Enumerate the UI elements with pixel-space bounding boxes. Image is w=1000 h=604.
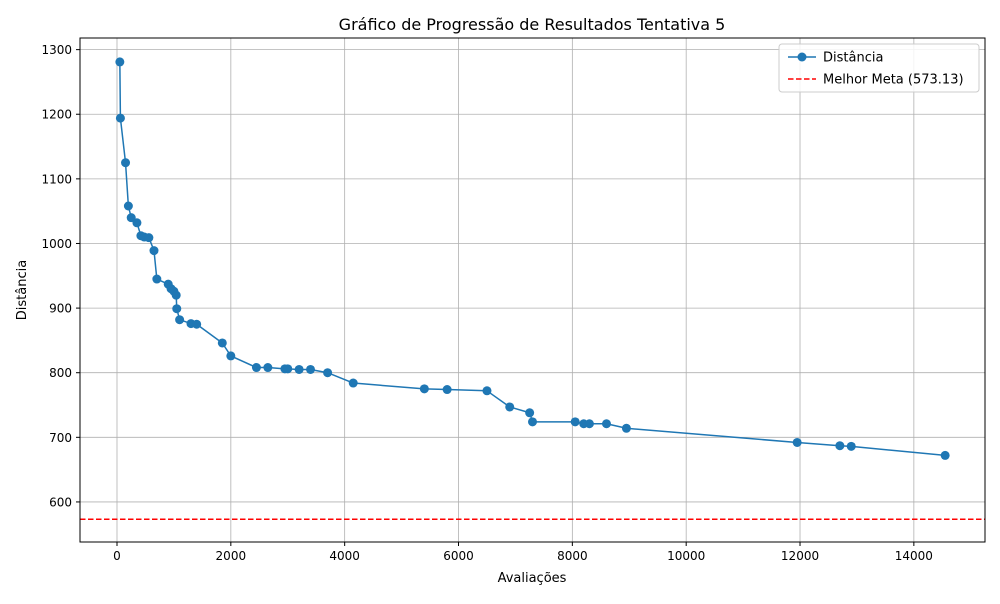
y-axis-label: Distância [15, 260, 30, 320]
data-point [283, 364, 293, 374]
y-tick-label: 900 [49, 302, 72, 316]
x-tick-label: 14000 [895, 549, 933, 563]
x-tick-label: 0 [113, 549, 121, 563]
series-line-distancia [119, 61, 946, 457]
legend-series-marker [797, 52, 807, 62]
legend-box [778, 43, 980, 93]
y-tick-label: 1300 [41, 43, 72, 57]
grid [80, 38, 985, 542]
data-point [528, 417, 537, 427]
y-tick-label: 600 [49, 495, 72, 509]
data-point [251, 363, 261, 373]
data-point [144, 233, 154, 243]
data-point [306, 364, 316, 374]
data-point [217, 338, 227, 348]
y-tick-label: 1100 [41, 172, 72, 186]
x-tick-label: 4000 [329, 549, 360, 563]
data-point [442, 385, 452, 395]
data-point [115, 113, 125, 123]
legend: Distância Melhor Meta (573.13) [778, 43, 980, 93]
data-point [348, 378, 358, 388]
data-point [171, 290, 181, 300]
data-point [226, 351, 236, 361]
y-tick-label: 1200 [41, 108, 72, 122]
x-tick-label: 8000 [557, 549, 588, 563]
series-layer [115, 57, 950, 460]
data-point [323, 368, 333, 378]
data-point [584, 419, 594, 429]
data-point [175, 315, 185, 325]
data-point [835, 441, 845, 451]
x-axis-label: Avaliações [498, 571, 567, 586]
plot-frame [79, 37, 986, 543]
x-tick-label: 10000 [667, 549, 705, 563]
data-point [132, 218, 142, 228]
data-point [126, 213, 136, 223]
x-axis-ticks: 0 2000 4000 6000 8000 10000 12000 14000 [113, 542, 933, 563]
data-point [115, 57, 125, 67]
data-point [263, 363, 273, 373]
data-point [601, 419, 611, 429]
data-point [482, 386, 492, 396]
x-tick-label: 12000 [781, 549, 819, 563]
data-point [172, 304, 182, 314]
y-tick-label: 800 [49, 366, 72, 380]
data-point [149, 246, 159, 256]
legend-refline-label: Melhor Meta (573.13) [823, 73, 964, 88]
data-point [419, 384, 429, 394]
data-point [121, 158, 131, 168]
data-point [525, 408, 535, 418]
data-point [570, 417, 580, 427]
x-tick-label: 2000 [216, 549, 247, 563]
y-axis-ticks: 600 700 800 900 1000 1100 1200 1300 [41, 43, 80, 509]
y-tick-label: 1000 [41, 237, 72, 251]
data-point [123, 201, 133, 211]
chart-title: Gráfico de Progressão de Resultados Tent… [339, 15, 726, 34]
data-point [940, 450, 950, 460]
data-point [792, 437, 802, 447]
data-point [505, 402, 515, 412]
legend-series-label: Distância [823, 51, 883, 66]
data-point [621, 423, 631, 433]
data-point [846, 441, 856, 451]
x-tick-label: 6000 [443, 549, 474, 563]
data-point [294, 364, 304, 374]
data-point [152, 274, 162, 284]
data-point [192, 319, 202, 329]
y-tick-label: 700 [49, 431, 72, 445]
